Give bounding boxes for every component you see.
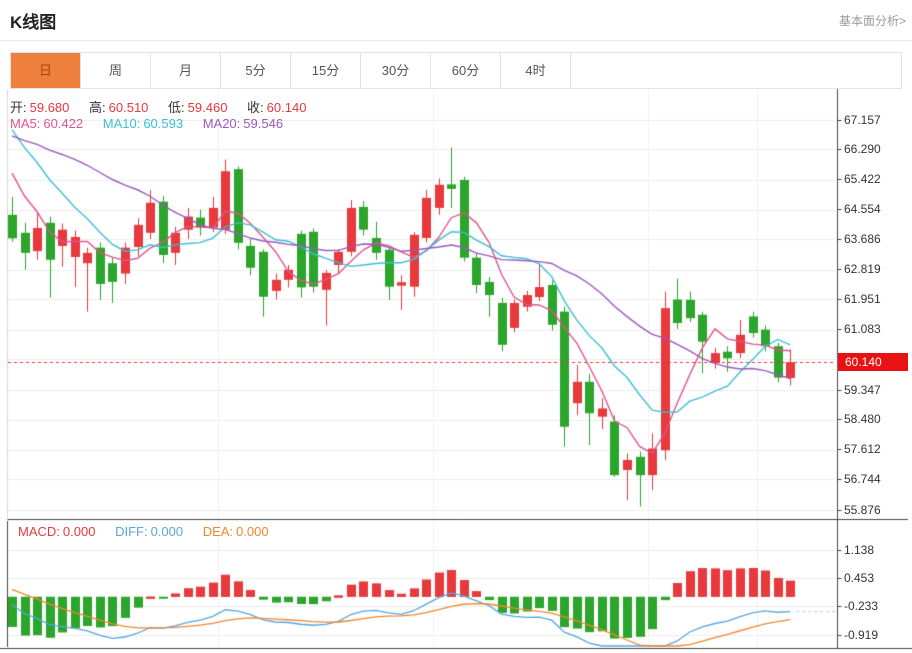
high-label: 高: <box>89 100 106 115</box>
low-label: 低: <box>168 100 185 115</box>
main-y-axis-label: 66.290 <box>844 142 881 157</box>
macd-y-axis-label: 0.453 <box>844 570 875 585</box>
high-value: 60.510 <box>108 100 149 115</box>
macd-legend: MACD: 0.000 DIFF: 0.000 DEA: 0.000 <box>18 524 272 539</box>
close-label: 收: <box>247 100 264 115</box>
ma5-label: MA5: <box>10 116 41 131</box>
current-price-tag: 60.140 <box>838 353 908 372</box>
ma20-label: MA20: <box>202 116 241 131</box>
main-y-axis-label: 57.612 <box>844 442 881 457</box>
close-value: 60.140 <box>266 100 307 115</box>
macd-y-axis-label: -0.919 <box>844 627 879 642</box>
open-label: 开: <box>10 100 27 115</box>
dea-label: DEA: <box>202 524 234 539</box>
main-y-axis-label: 58.480 <box>844 412 881 427</box>
open-value: 59.680 <box>29 100 70 115</box>
ma20-value: 59.546 <box>243 116 284 131</box>
macd-label: MACD: <box>18 524 60 539</box>
ma10-label: MA10: <box>102 116 141 131</box>
ohlc-legend: 开: 59.680 高: 60.510 低: 59.460 收: 60.140 <box>10 97 309 116</box>
macd-y-axis-label: -0.233 <box>844 599 879 614</box>
ma-legend: MA5: 60.422 MA10: 60.593 MA20: 59.546 <box>10 116 286 131</box>
diff-value: 0.000 <box>150 524 184 539</box>
main-y-axis-label: 67.157 <box>844 112 881 127</box>
dea-value: 0.000 <box>236 524 269 539</box>
diff-label: DIFF: <box>115 524 148 539</box>
macd-value: 0.000 <box>62 524 96 539</box>
main-y-axis-label: 59.347 <box>844 382 881 397</box>
low-value: 59.460 <box>187 100 228 115</box>
main-y-axis-label: 56.744 <box>844 472 881 487</box>
main-y-axis-label: 61.951 <box>844 292 881 307</box>
main-y-axis-label: 64.554 <box>844 202 881 217</box>
ma10-value: 60.593 <box>143 116 184 131</box>
main-y-axis-label: 62.819 <box>844 262 881 277</box>
main-y-axis-label: 61.083 <box>844 322 881 337</box>
main-y-axis-label: 55.876 <box>844 502 881 517</box>
macd-y-axis-label: 1.138 <box>844 542 875 557</box>
main-y-axis-label: 63.686 <box>844 232 881 247</box>
ma5-value: 60.422 <box>43 116 84 131</box>
main-y-axis-label: 65.422 <box>844 172 881 187</box>
